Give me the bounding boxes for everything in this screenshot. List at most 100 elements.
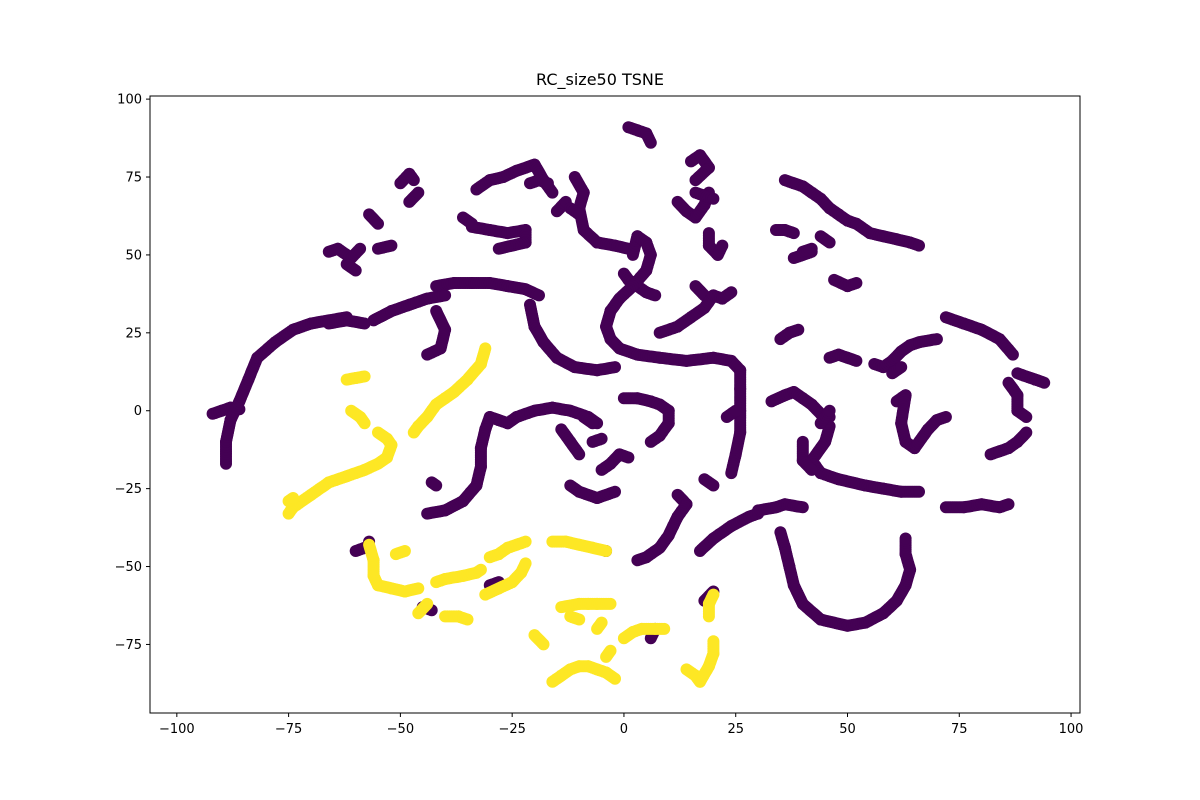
scatter-point <box>823 236 836 249</box>
point-cluster <box>702 588 720 623</box>
point-cluster <box>653 286 738 339</box>
scatter-point <box>573 208 586 221</box>
scatter-point <box>644 435 657 448</box>
scatter-point <box>349 264 362 277</box>
point-cluster <box>796 435 818 476</box>
scatter-point <box>725 286 738 299</box>
scatter-point <box>1006 348 1019 361</box>
scatter-point <box>385 239 398 252</box>
scatter-point <box>609 672 621 685</box>
scatter-point <box>586 417 599 430</box>
point-cluster <box>524 174 554 190</box>
point-cluster <box>282 426 398 520</box>
point-cluster <box>564 479 621 504</box>
point-cluster <box>394 167 420 190</box>
scatter-point <box>805 242 818 255</box>
scatter-point <box>533 289 545 302</box>
scatter-point <box>461 613 474 626</box>
point-cluster <box>774 526 917 632</box>
scatter-point <box>725 467 738 480</box>
scatter-point <box>492 242 505 255</box>
point-cluster <box>702 227 729 261</box>
point-cluster <box>439 610 474 626</box>
scatter-point <box>1038 376 1051 389</box>
y-tick-label: 25 <box>125 326 142 341</box>
point-cluster <box>564 202 586 221</box>
point-cluster <box>939 311 1019 361</box>
point-cluster <box>483 535 532 564</box>
point-cluster <box>595 448 635 476</box>
scatter-point <box>707 479 720 492</box>
point-cluster <box>322 314 371 330</box>
scatter-point <box>407 426 420 439</box>
point-cluster <box>694 507 765 557</box>
y-axis: −75 −50 −25 0 25 50 75 100 <box>115 93 150 653</box>
point-cluster <box>555 597 617 614</box>
point-cluster <box>631 488 693 567</box>
x-tick-label: −100 <box>159 722 195 737</box>
scatter-point <box>358 370 371 383</box>
scatter-point <box>716 239 729 252</box>
y-tick-label: 50 <box>125 248 142 263</box>
scatter-point <box>573 613 586 626</box>
x-tick-label: 100 <box>1059 722 1084 737</box>
point-cluster <box>524 298 621 377</box>
point-cluster <box>752 498 809 517</box>
point-cluster <box>586 432 608 448</box>
scatter-point <box>609 485 621 498</box>
scatter-point <box>658 622 671 635</box>
point-cluster <box>600 644 617 663</box>
point-cluster <box>868 333 943 374</box>
point-cluster <box>622 121 657 149</box>
point-cluster <box>770 224 800 240</box>
point-cluster <box>389 545 411 561</box>
point-cluster <box>555 423 586 461</box>
scatter-point <box>595 616 608 629</box>
point-cluster <box>546 535 613 557</box>
y-tick-label: 75 <box>125 171 142 186</box>
scatter-point <box>899 532 912 545</box>
x-tick-label: 75 <box>951 722 968 737</box>
point-cluster <box>430 277 545 302</box>
chart-title: RC_size50 TSNE <box>536 70 664 89</box>
scatter-point <box>398 545 411 557</box>
point-cluster <box>680 635 720 688</box>
y-tick-label: −50 <box>115 560 142 575</box>
point-cluster <box>1011 367 1051 389</box>
point-cluster <box>796 242 818 258</box>
scatter-point <box>358 317 371 330</box>
point-cluster <box>886 361 908 380</box>
x-tick-label: −50 <box>387 722 414 737</box>
scatter-point <box>1002 498 1015 511</box>
point-cluster <box>349 541 371 557</box>
point-cluster <box>430 563 487 589</box>
point-cluster <box>828 273 863 293</box>
point-cluster <box>470 158 559 199</box>
point-cluster <box>564 610 586 626</box>
point-cluster <box>457 211 478 230</box>
scatter-point <box>354 242 367 255</box>
scatter-point <box>421 507 434 520</box>
point-cluster <box>689 186 720 205</box>
scatter-point <box>689 174 702 187</box>
scatter-point <box>649 289 662 302</box>
point-cluster <box>407 342 492 439</box>
scatter-point <box>913 485 925 498</box>
scatter-point <box>407 174 420 187</box>
point-cluster <box>546 660 621 688</box>
point-cluster <box>814 230 836 249</box>
scatter-point <box>287 492 300 504</box>
plot-frame <box>149 95 1081 714</box>
point-cluster <box>823 348 863 367</box>
scatter-point <box>519 535 532 548</box>
point-cluster <box>685 149 715 187</box>
point-cluster <box>363 208 384 230</box>
scatter-point <box>792 323 805 336</box>
x-tick-label: −75 <box>275 722 302 737</box>
scatter-point <box>939 411 952 423</box>
point-cluster <box>617 622 671 645</box>
scatter-point <box>787 227 800 240</box>
scatter-point <box>412 582 425 595</box>
point-cluster <box>600 230 747 480</box>
